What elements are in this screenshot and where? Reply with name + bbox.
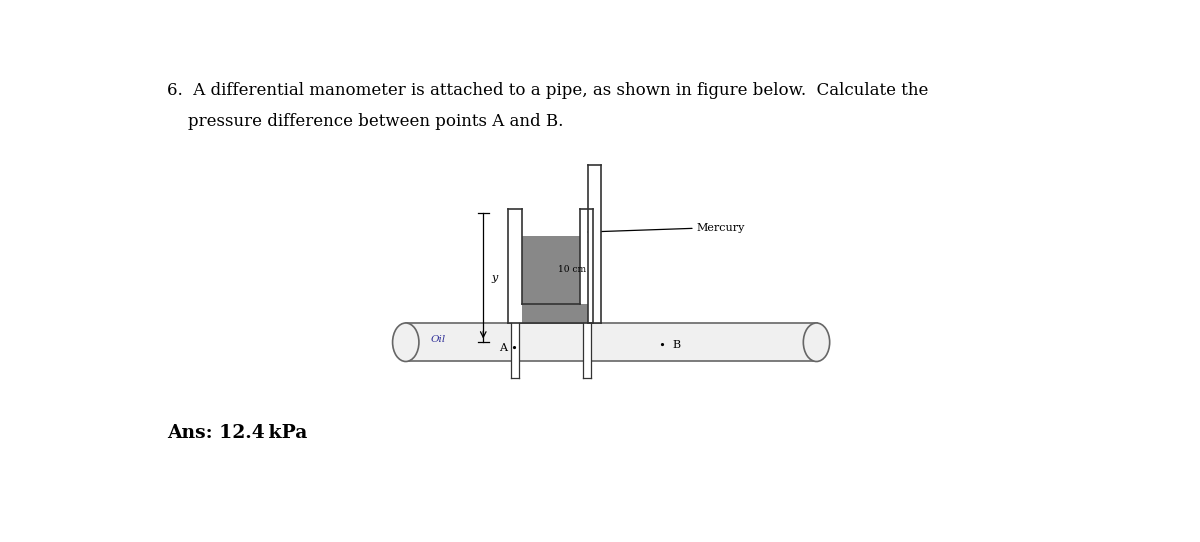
Ellipse shape (803, 323, 829, 362)
Bar (588, 165, 601, 323)
Text: $\bullet$  B: $\bullet$ B (658, 338, 682, 350)
Ellipse shape (392, 323, 419, 362)
Bar (508, 209, 522, 236)
Bar (508, 304, 593, 323)
Bar (522, 209, 551, 236)
Bar (511, 304, 518, 378)
Bar (508, 209, 522, 304)
Text: Oil: Oil (431, 334, 446, 344)
Text: Mercury: Mercury (696, 223, 745, 233)
Text: Ans: 12.4 kPa: Ans: 12.4 kPa (167, 424, 307, 442)
Bar (583, 323, 590, 378)
Bar (508, 209, 522, 323)
Text: 6.  A differential manometer is attached to a pipe, as shown in figure below.  C: 6. A differential manometer is attached … (167, 82, 929, 99)
Text: pressure difference between points A and B.: pressure difference between points A and… (167, 113, 564, 130)
Text: y: y (491, 273, 497, 282)
Bar (406, 323, 816, 362)
Bar (522, 236, 580, 304)
Text: A $\bullet$: A $\bullet$ (499, 341, 517, 353)
Text: 10 cm: 10 cm (558, 266, 586, 274)
